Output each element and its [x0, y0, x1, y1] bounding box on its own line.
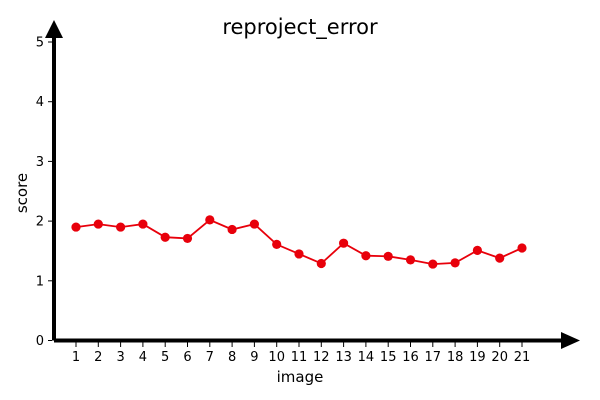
data-point — [517, 243, 527, 253]
data-point — [294, 249, 304, 259]
x-tick-label: 19 — [469, 350, 486, 365]
data-point — [138, 219, 148, 229]
chart-title: reproject_error — [222, 15, 378, 40]
y-tick-label: 2 — [36, 215, 44, 230]
data-point — [472, 245, 482, 255]
y-tick-label: 3 — [36, 155, 44, 170]
x-tick-label: 20 — [491, 350, 508, 365]
x-tick-label: 16 — [402, 350, 419, 365]
x-tick-label: 14 — [358, 350, 375, 365]
x-tick-label: 10 — [268, 350, 285, 365]
data-point — [182, 233, 193, 244]
x-tick-label: 3 — [116, 350, 124, 365]
y-axis-arrow — [45, 20, 63, 38]
x-tick-label: 21 — [514, 350, 531, 365]
data-point — [383, 251, 393, 261]
series-layer — [71, 215, 527, 269]
data-point — [249, 219, 259, 229]
y-tick-label: 4 — [36, 95, 44, 110]
data-point — [227, 224, 237, 235]
x-axis-arrow — [561, 332, 580, 349]
x-axis-label: image — [277, 368, 324, 386]
data-point — [160, 232, 170, 242]
x-tick-label: 15 — [380, 350, 397, 365]
x-tick-label: 7 — [206, 350, 214, 365]
x-ticks: 1 2 3 4 5 6 7 8 9 10 11 12 13 14 15 16 17 18 19 20 21 — [72, 342, 530, 365]
y-tick-label: 5 — [36, 36, 44, 51]
y-ticks: 0 1 2 3 4 5 — [36, 36, 52, 349]
x-tick-label: 8 — [228, 350, 236, 365]
y-axis-label: score — [13, 173, 31, 213]
x-tick-label: 2 — [94, 350, 102, 365]
data-point — [361, 251, 371, 261]
data-point — [316, 258, 326, 269]
x-tick-label: 5 — [161, 350, 169, 365]
x-tick-label: 13 — [335, 350, 352, 365]
x-tick-label: 9 — [250, 350, 258, 365]
x-tick-label: 1 — [72, 350, 80, 365]
data-point — [339, 238, 349, 248]
y-tick-label: 1 — [36, 274, 44, 289]
y-tick-label: 0 — [36, 334, 44, 349]
x-tick-label: 12 — [313, 350, 330, 365]
data-point — [450, 258, 460, 268]
x-tick-label: 18 — [447, 350, 464, 365]
data-point — [272, 239, 282, 249]
x-tick-label: 6 — [183, 350, 191, 365]
data-point — [405, 255, 416, 265]
x-tick-label: 17 — [425, 350, 442, 365]
data-point — [116, 222, 126, 232]
data-point — [205, 215, 215, 225]
data-point — [93, 219, 103, 229]
axes — [45, 20, 580, 349]
data-point — [428, 259, 438, 269]
x-tick-label: 11 — [291, 350, 308, 365]
data-point — [71, 222, 81, 232]
x-tick-label: 4 — [139, 350, 147, 365]
data-point — [495, 253, 505, 263]
